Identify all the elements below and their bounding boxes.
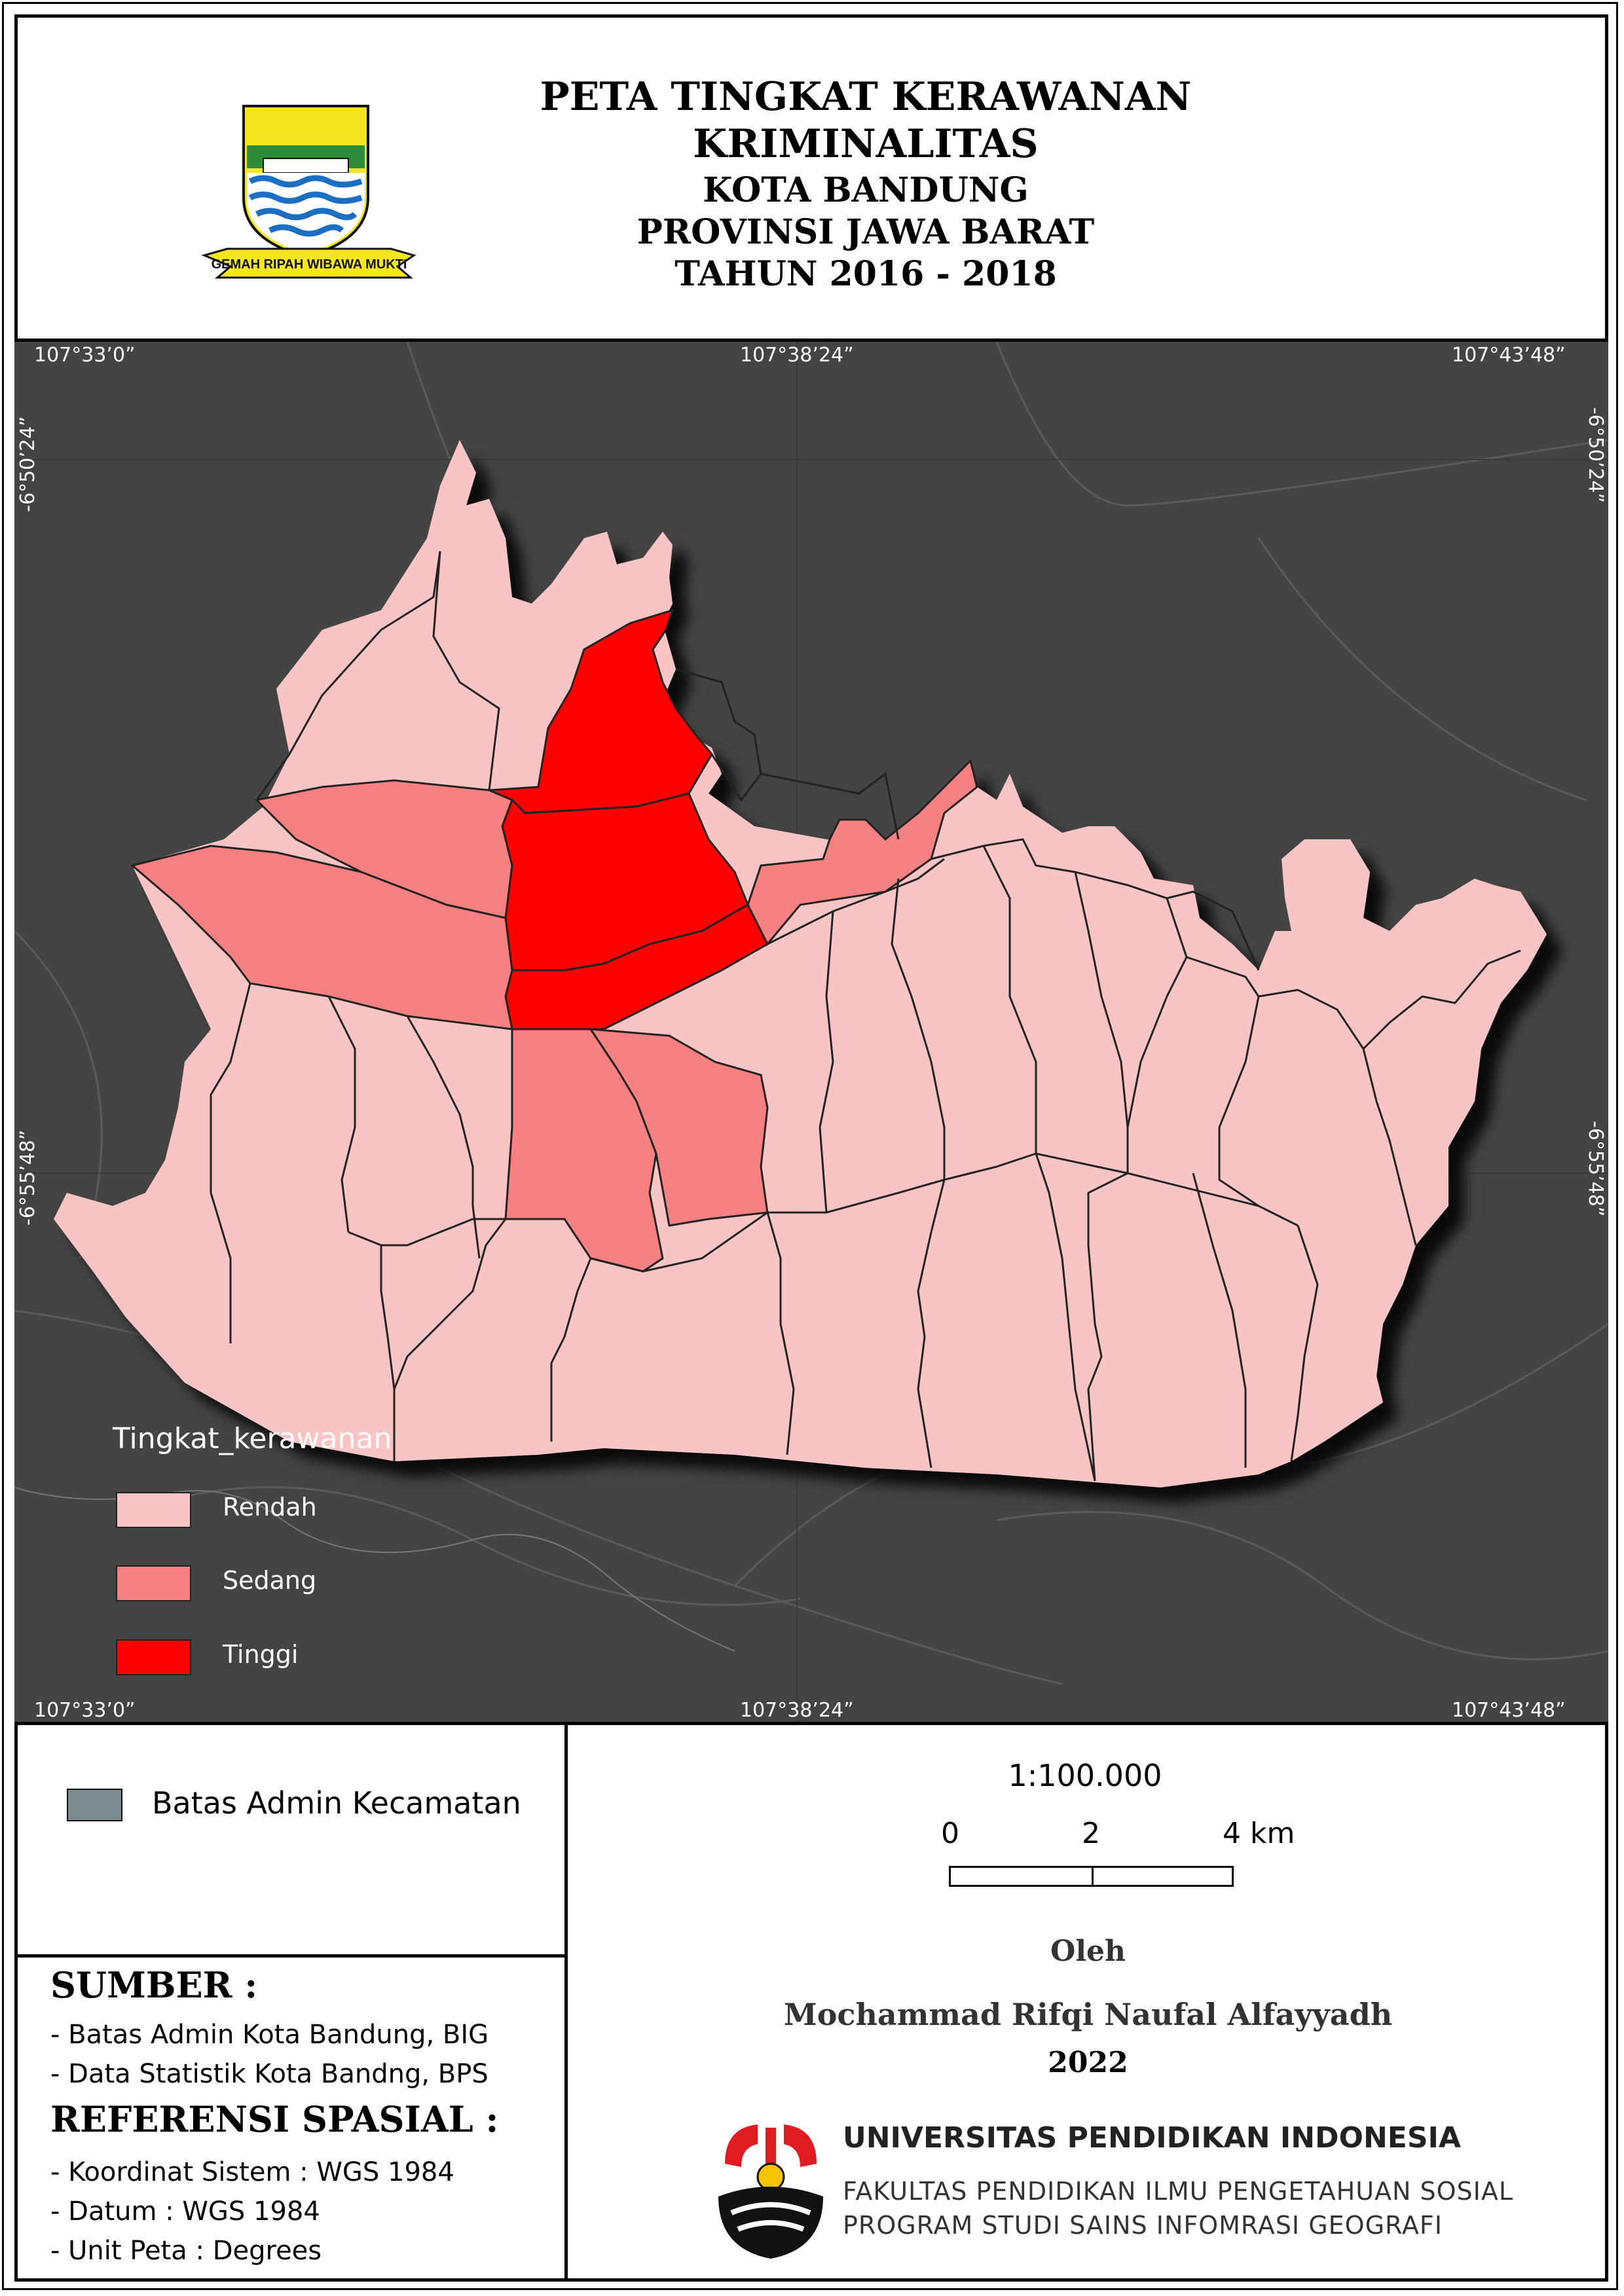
lon-label-bottom-1: 107°33’0” <box>34 1699 136 1722</box>
district-sedang-1 <box>130 845 513 1030</box>
lon-label-top-2: 107°38’24” <box>740 344 854 367</box>
admin-legend: Batas Admin Kecamatan <box>14 1725 564 1958</box>
spatial-ref-heading: REFERENSI SPASIAL : <box>50 2098 499 2140</box>
lat-label-left-1: -6°50’24” <box>16 416 39 512</box>
credit-by: Oleh <box>1050 1935 1126 1968</box>
lon-label-top-1: 107°33’0” <box>34 344 136 367</box>
map-frame[interactable]: 107°33’0” 107°38’24” 107°43’48” 107°33’0… <box>14 338 1608 1725</box>
admin-boundary-swatch <box>67 1789 122 1821</box>
info-panel-left: Batas Admin Kecamatan SUMBER : - Batas A… <box>14 1725 568 2282</box>
sources-heading: SUMBER : <box>50 1964 258 2006</box>
credit-author: Mochammad Rifqi Naufal Alfayyadh <box>783 1997 1393 2032</box>
info-panel-right: 1:100.000 0 2 4 km Oleh Mochammad Rifqi … <box>568 1725 1608 2282</box>
map-subtitle-years: TAHUN 2016 - 2018 <box>674 254 1057 294</box>
spatial-ref-item-1: - Koordinat Sistem : WGS 1984 <box>50 2157 454 2187</box>
map-subtitle-province: PROVINSI JAWA BARAT <box>637 212 1095 252</box>
upi-logo-icon <box>718 2124 823 2259</box>
district-sedang-2 <box>254 779 513 919</box>
faculty-name: FAKULTAS PENDIDIKAN ILMU PENGETAHUAN SOS… <box>843 2177 1514 2206</box>
admin-boundary-label: Batas Admin Kecamatan <box>152 1785 521 1821</box>
scale-tick-0: 0 <box>941 1817 959 1850</box>
source-item-2: - Data Statistik Kota Bandng, BPS <box>50 2059 489 2089</box>
legend-label-sedang: Sedang <box>223 1566 317 1595</box>
spatial-ref-item-3: - Unit Peta : Degrees <box>50 2236 322 2266</box>
map-subtitle-city: KOTA BANDUNG <box>703 170 1029 210</box>
legend-title: Tingkat_kerawanan <box>113 1422 392 1455</box>
emblem-motto: GEMAH RIPAH WIBAWA MUKTI <box>212 257 407 272</box>
scale-tick-4: 4 km <box>1223 1817 1295 1850</box>
scale-ratio: 1:100.000 <box>1008 1758 1162 1793</box>
credit-year: 2022 <box>1048 2046 1128 2079</box>
district-boundaries <box>210 551 1521 1482</box>
kota-bandung-emblem-icon: GEMAH RIPAH WIBAWA MUKTI <box>201 105 416 279</box>
lat-label-right-1: -6°50’24” <box>1584 407 1607 503</box>
lon-label-bottom-3: 107°43’48” <box>1452 1699 1566 1722</box>
program-name: PROGRAM STUDI SAINS INFOMRASI GEOGRAFI <box>843 2211 1443 2240</box>
scale-bar <box>949 1866 1234 1887</box>
city-outline-shadow <box>54 440 1547 1487</box>
legend-swatch-sedang <box>116 1565 191 1601</box>
lon-label-bottom-2: 107°38’24” <box>740 1699 854 1722</box>
map-title-line-2: KRIMINALITAS <box>693 121 1039 167</box>
title-block: GEMAH RIPAH WIBAWA MUKTI PETA TINGKAT KE… <box>14 14 1608 338</box>
legend-swatch-tinggi <box>116 1639 191 1675</box>
district-sedang-3 <box>747 759 978 946</box>
university-name: UNIVERSITAS PENDIDIKAN INDONESIA <box>843 2121 1461 2155</box>
lon-label-top-3: 107°43’48” <box>1452 344 1566 367</box>
map-title-line-1: PETA TINGKAT KERAWANAN <box>540 74 1192 120</box>
legend-label-tinggi: Tinggi <box>223 1640 299 1669</box>
legend-label-rendah: Rendah <box>223 1493 317 1522</box>
lat-label-right-2: -6°55’48” <box>1584 1121 1607 1216</box>
scale-tick-2: 2 <box>1082 1817 1100 1850</box>
legend-swatch-rendah <box>116 1492 191 1528</box>
spatial-ref-item-2: - Datum : WGS 1984 <box>50 2196 320 2227</box>
map-canvas: 107°33’0” 107°38’24” 107°43’48” 107°33’0… <box>14 342 1608 1722</box>
lat-label-left-2: -6°55’48” <box>16 1130 39 1226</box>
source-item-1: - Batas Admin Kota Bandung, BIG <box>50 2020 489 2050</box>
